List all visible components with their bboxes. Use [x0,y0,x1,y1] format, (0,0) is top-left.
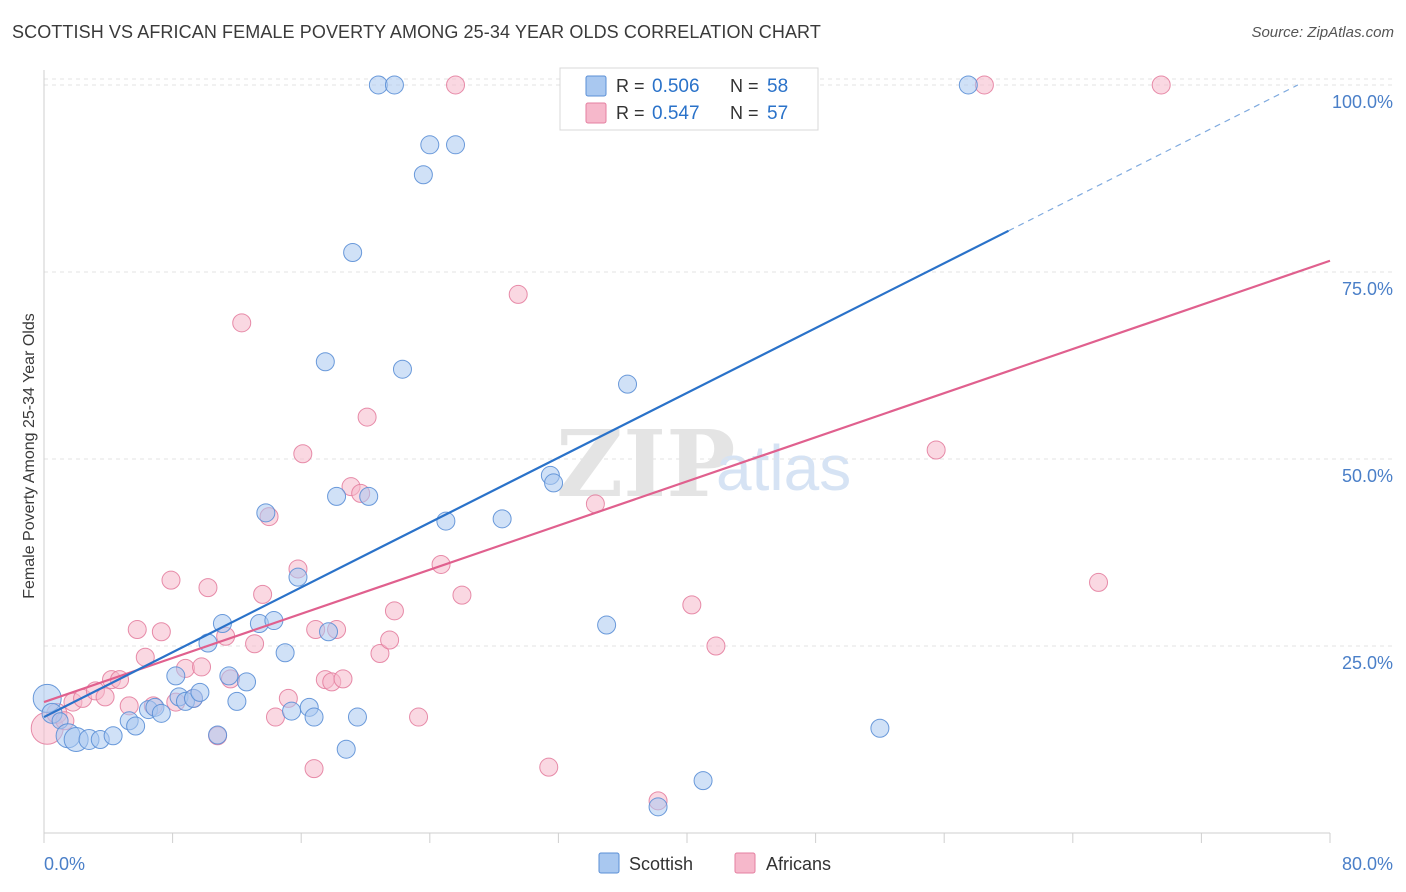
scottish-point [343,243,363,263]
africans-point [357,407,377,427]
scottish-point [166,666,186,686]
stats-legend: R = 0.506 N = 58 R = 0.547 N = 57 [559,67,819,131]
legend-n-label-africans: N = [730,103,759,123]
scottish-point [618,374,638,394]
y-tick-labels: 25.0% 50.0% 75.0% 100.0% [1332,92,1393,673]
scottish-point [446,135,466,155]
scottish-point [693,771,713,791]
africans-point [304,759,324,779]
africans-point [265,707,285,727]
africans-point [1151,75,1171,95]
legend-n-label-scottish: N = [730,76,759,96]
scottish-point [275,643,295,663]
africans-point [682,595,702,615]
bottom-legend-label-africans: Africans [766,854,831,874]
scottish-trend-line [43,229,1009,719]
trend-lines [43,84,1331,719]
legend-n-value-scottish: 58 [767,76,788,97]
x-tick-label-min: 0.0% [44,854,85,874]
africans-point [127,620,147,640]
africans-point [151,622,171,642]
scottish-point [597,615,617,635]
y-tick-label: 75.0% [1342,279,1393,299]
scottish-point [208,725,228,745]
africans-point [95,687,115,707]
scottish-point [151,703,171,723]
legend-r-value-scottish: 0.506 [652,76,700,97]
scottish-point [384,75,404,95]
y-tick-label: 50.0% [1342,466,1393,486]
africans-point [926,440,946,460]
scottish-point [227,691,247,711]
africans-point [161,570,181,590]
scottish-point [190,682,210,702]
legend-n-value-africans: 57 [767,103,788,124]
africans-point [1089,572,1109,592]
chart-title: SCOTTISH VS AFRICAN FEMALE POVERTY AMONG… [12,22,821,42]
scottish-point [359,486,379,506]
bottom-legend: Scottish Africans [598,852,831,874]
africans-point [409,707,429,727]
scottish-point [648,797,668,817]
scottish-trend-extension [1008,84,1299,232]
scottish-point [544,473,564,493]
scottish-point [336,739,356,759]
africans-point [508,284,528,304]
scottish-point [413,165,433,185]
watermark-atlas: atlas [716,432,851,504]
scottish-point [327,486,347,506]
africans-point [380,630,400,650]
scottish-point [319,622,339,642]
africans-point [245,634,265,654]
africans-point [232,313,252,333]
africans-point [333,669,353,689]
legend-r-label-africans: R = [616,103,645,123]
source-credit: Source: ZipAtlas.com [1251,24,1394,41]
scottish-point [304,707,324,727]
legend-r-label-scottish: R = [616,76,645,96]
africans-point [198,578,218,598]
africans-point [253,584,273,604]
legend-r-value-africans: 0.547 [652,103,700,124]
scottish-point [368,75,388,95]
africans-point [539,757,559,777]
scottish-point [103,726,123,746]
y-tick-label: 100.0% [1332,92,1393,112]
x-tick-label-max: 80.0% [1342,854,1393,874]
scottish-point [492,509,512,529]
africans-point [370,643,390,663]
africans-point [446,75,466,95]
scottish-point [870,718,890,738]
scottish-point [392,359,412,379]
scottish-point [237,672,257,692]
legend-swatch-scottish [585,75,607,97]
bottom-legend-swatch-scottish [598,852,620,874]
africans-trend-line [43,259,1331,704]
africans-point [706,636,726,656]
legend-swatch-africans [585,102,607,124]
scottish-point [126,716,146,736]
scottish-point [219,666,239,686]
watermark-zip: ZIP [556,410,735,518]
africans-point [452,585,472,605]
scottish-point [288,567,308,587]
scottish-point [256,503,276,523]
bottom-legend-swatch-africans [734,852,756,874]
africans-point [384,601,404,621]
scottish-point [347,707,367,727]
africans-point [974,75,994,95]
scottish-point [958,75,978,95]
scottish-point [315,352,335,372]
scottish-point [420,135,440,155]
africans-point [192,657,212,677]
bottom-legend-label-scottish: Scottish [629,854,693,874]
y-tick-label: 25.0% [1342,653,1393,673]
grid-lines [44,78,1395,647]
africans-point [431,554,451,574]
y-axis-label: Female Poverty Among 25-34 Year Olds [21,313,38,599]
scottish-point [282,701,302,721]
africans-point [293,444,313,464]
